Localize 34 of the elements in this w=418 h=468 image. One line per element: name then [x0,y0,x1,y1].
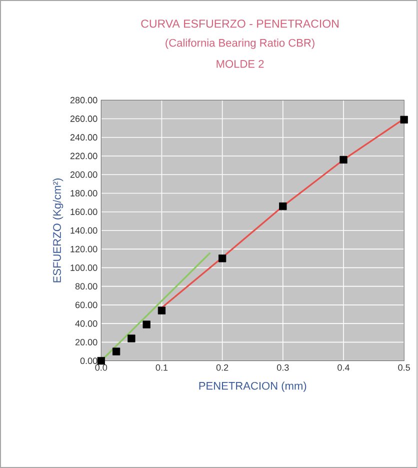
x-axis-title: PENETRACION (mm) [199,382,306,392]
y-tick-label: 180.00 [70,190,98,196]
y-tick-label: 120.00 [70,246,98,252]
x-tick-label: 0.1 [156,364,168,371]
y-tick-label: 280.00 [70,96,98,104]
point [400,116,408,124]
y-tick-label: 260.00 [70,116,98,122]
y-tick-label: 160.00 [70,208,98,216]
point [128,334,136,342]
y-tick-label: 240.00 [70,134,98,141]
point [218,254,226,262]
y-tick-label: 0.00 [80,358,98,364]
chart-subtitle: (California Bearing Ratio CBR) [166,38,315,49]
point [158,306,166,314]
point [340,156,348,164]
x-tick-label: 0.4 [338,364,350,371]
y-tick-label: 80.00 [76,283,98,290]
point [279,202,287,210]
y-tick-label: 100.00 [70,264,98,271]
y-tick-label: 140.00 [70,227,98,234]
text: MOLDE 2 [216,60,264,68]
y-tick-label: 200.00 [70,171,98,178]
x-tick-label: 0.5 [398,364,410,371]
y-axis-title: ESFUERZO (Kg/cm²) [53,178,64,282]
x-tick-label: 0.2 [216,364,228,371]
x-tick-label: 0.3 [277,364,289,371]
point [142,320,151,328]
point [112,348,120,356]
y-tick-label: 60.00 [76,302,98,308]
y-tick-label: 20.00 [76,338,98,346]
y-tick-label: 220.00 [70,152,98,160]
y-tick-label: 40.00 [75,320,98,327]
chart-title: CURVA ESFUERZO - PENETRACION [141,20,339,28]
x-tick-label: 0.0 [95,364,108,371]
